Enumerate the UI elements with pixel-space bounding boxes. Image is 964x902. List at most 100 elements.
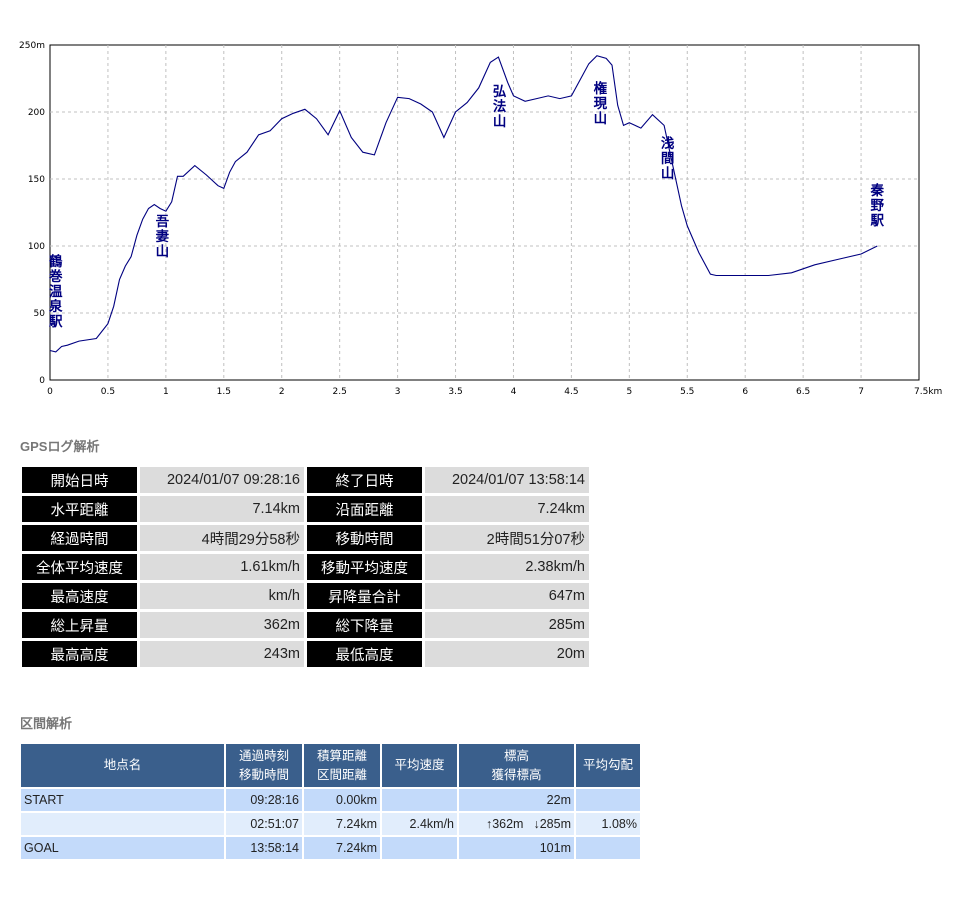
x-tick-label: 7 [858,387,864,397]
cell-elevation-gain: ↑362m ↓285m [459,813,574,835]
x-tick-label: 4.5 [564,387,578,397]
gps-row: 経過時間 4時間29分58秒 移動時間 2時間51分07秒 [22,525,589,551]
y-tick-label: 100 [28,242,45,252]
cell-gradient [576,837,640,859]
x-tick-label: 5 [626,387,632,397]
segment-section-title: 区間解析 [20,716,73,731]
segment-table: 地点名 通過時刻 移動時間 積算距離 区間距離 平均速度 標高 獲得標高 平均勾配 S… [19,742,642,861]
gps-value: 2時間51分07秒 [425,525,589,551]
x-tick-label: 0 [47,387,53,397]
cell-gradient [576,789,640,811]
gps-value: 7.14km [140,496,304,522]
gps-label: 全体平均速度 [22,554,137,580]
gps-value: 243m [140,641,304,667]
peak-label: 吾妻山 [156,214,170,260]
cell-point-name: GOAL [21,837,224,859]
table-row-start: START 09:28:16 0.00km 22m [21,789,640,811]
header-speed: 平均速度 [382,744,457,787]
x-tick-label: 2 [279,387,285,397]
chart-tick-labels: 0 0.5 1 1.5 2 2.5 3 3.5 4 4.5 5 5.5 6 6.5 7 7.5km 0 50 100… [19,41,942,397]
gps-label: 終了日時 [307,467,422,493]
chart-grid [50,45,919,380]
cell-time: 13:58:14 [226,837,302,859]
elevation-line [49,55,878,353]
gps-value: 285m [425,612,589,638]
gps-label: 総下降量 [307,612,422,638]
header-point-name: 地点名 [21,744,224,787]
header-time: 通過時刻 移動時間 [226,744,302,787]
elevation-chart: 0 0.5 1 1.5 2 2.5 3 3.5 4 4.5 5 5.5 6 6.5 7 7.5km 0 50 100… [19,41,942,397]
gps-section-title: GPSログ解析 [20,439,100,454]
ascent-value: ↑362m [485,817,524,831]
gps-label: 水平距離 [22,496,137,522]
cell-point-name: START [21,789,224,811]
x-tick-label: 5.5 [680,387,694,397]
x-tick-label: 1 [163,387,169,397]
cell-elevation: 101m [459,837,574,859]
gps-label: 最高速度 [22,583,137,609]
gps-value: 2024/01/07 13:58:14 [425,467,589,493]
segment-header-row: 地点名 通過時刻 移動時間 積算距離 区間距離 平均速度 標高 獲得標高 平均勾配 [21,744,640,787]
cell-distance: 0.00km [304,789,380,811]
x-tick-label: 3 [395,387,401,397]
gps-label: 総上昇量 [22,612,137,638]
cell-average-gradient: 1.08% [576,813,640,835]
gps-label: 最高高度 [22,641,137,667]
descent-value: ↓285m [533,817,571,831]
cell-moving-time: 02:51:07 [226,813,302,835]
cell-time: 09:28:16 [226,789,302,811]
gps-label: 経過時間 [22,525,137,551]
x-tick-label: 1.5 [217,387,231,397]
gps-row: 総上昇量 362m 総下降量 285m [22,612,589,638]
gps-value: 4時間29分58秒 [140,525,304,551]
gps-log-table: 開始日時 2024/01/07 09:28:16 終了日時 2024/01/07 13… [19,464,592,670]
header-elevation: 標高 獲得標高 [459,744,574,787]
x-tick-label: 4 [511,387,517,397]
gps-row: 全体平均速度 1.61km/h 移動平均速度 2.38km/h [22,554,589,580]
x-tick-label: 3.5 [448,387,462,397]
gps-label: 沿面距離 [307,496,422,522]
cell-segment-distance: 7.24km [304,813,380,835]
peak-label: 秦野駅 [870,182,885,229]
peak-label: 権現山 [594,80,608,127]
gps-value: 647m [425,583,589,609]
gps-label: 移動時間 [307,525,422,551]
table-row-goal: GOAL 13:58:14 7.24km 101m [21,837,640,859]
gps-value: 1.61km/h [140,554,304,580]
header-distance: 積算距離 区間距離 [304,744,380,787]
cell-point-name [21,813,224,835]
gps-label: 最低高度 [307,641,422,667]
x-tick-label: 6 [742,387,748,397]
cell-average-speed: 2.4km/h [382,813,457,835]
gps-row: 最高高度 243m 最低高度 20m [22,641,589,667]
y-tick-label: 50 [34,309,46,319]
gps-value: 2.38km/h [425,554,589,580]
plot-area [49,44,920,381]
x-tick-label: 0.5 [101,387,115,397]
peak-label: 鶴巻温泉駅 [49,253,63,330]
table-row-segment: 02:51:07 7.24km 2.4km/h ↑362m ↓285m 1.08% [21,813,640,835]
gps-value: km/h [140,583,304,609]
gps-value: 362m [140,612,304,638]
cell-speed [382,789,457,811]
gps-value: 7.24km [425,496,589,522]
y-tick-label: 0 [39,376,45,386]
gps-label: 開始日時 [22,467,137,493]
y-tick-label: 150 [28,175,45,185]
gps-value: 20m [425,641,589,667]
gps-value: 2024/01/07 09:28:16 [140,467,304,493]
peak-label: 浅間山 [661,135,675,182]
gps-row: 開始日時 2024/01/07 09:28:16 終了日時 2024/01/07 13… [22,467,589,493]
cell-speed [382,837,457,859]
gps-label: 移動平均速度 [307,554,422,580]
x-tick-label: 6.5 [796,387,810,397]
x-tick-label: 2.5 [333,387,347,397]
x-tick-label: 7.5km [914,387,942,397]
cell-distance: 7.24km [304,837,380,859]
y-tick-label: 200 [28,108,45,118]
y-tick-label: 250m [19,41,45,51]
gps-row: 水平距離 7.14km 沿面距離 7.24km [22,496,589,522]
gps-row: 最高速度 km/h 昇降量合計 647m [22,583,589,609]
gps-label: 昇降量合計 [307,583,422,609]
